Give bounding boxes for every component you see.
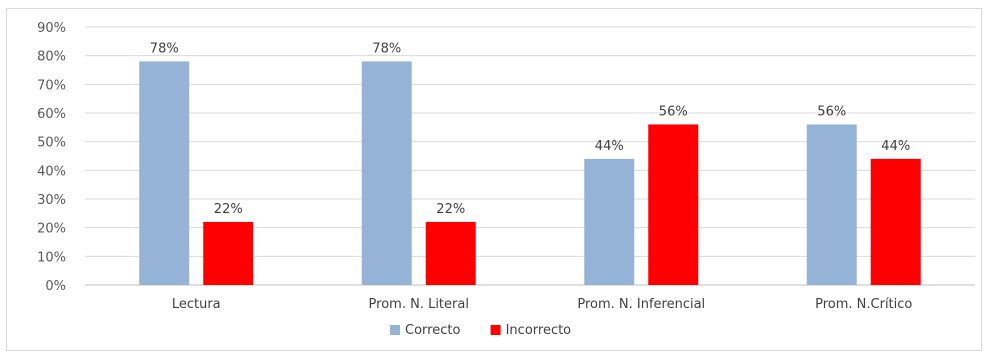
bar-correcto xyxy=(584,158,635,285)
bar-incorrecto xyxy=(203,221,254,285)
category-label: Prom. N. Inferencial xyxy=(577,297,705,312)
y-tick-label: 10% xyxy=(37,250,66,265)
bars xyxy=(139,61,921,286)
category-label: Lectura xyxy=(172,297,221,312)
y-tick-label: 90% xyxy=(37,21,66,36)
data-label: 56% xyxy=(817,104,846,119)
legend-label-correcto: Correcto xyxy=(405,323,460,338)
data-label: 78% xyxy=(150,41,179,56)
bar-incorrecto xyxy=(425,221,476,285)
legend: Correcto Incorrecto xyxy=(390,323,571,338)
data-label: 44% xyxy=(595,139,624,154)
y-axis-ticks: 0% 10% 20% 30% 40% 50% 60% 70% 80% 90% xyxy=(37,21,66,294)
legend-label-incorrecto: Incorrecto xyxy=(506,323,572,338)
y-tick-label: 70% xyxy=(37,78,66,93)
bar-correcto xyxy=(361,61,412,286)
bar-correcto xyxy=(139,61,190,286)
y-tick-label: 80% xyxy=(37,50,66,65)
category-label: Prom. N. Literal xyxy=(369,297,469,312)
data-label: 78% xyxy=(372,41,401,56)
bar-incorrecto xyxy=(648,124,699,285)
legend-swatch-incorrecto xyxy=(490,325,501,335)
y-tick-label: 0% xyxy=(45,279,66,294)
y-tick-label: 40% xyxy=(37,164,66,179)
y-tick-label: 50% xyxy=(37,136,66,151)
data-labels: 78% 22% 78% 22% 44% 56% 56% 44% xyxy=(150,41,910,217)
y-tick-label: 20% xyxy=(37,222,66,237)
data-label: 22% xyxy=(214,202,243,217)
data-label: 22% xyxy=(436,202,465,217)
category-label: Prom. N.Crítico xyxy=(815,297,912,312)
category-labels: Lectura Prom. N. Literal Prom. N. Inferenc… xyxy=(172,297,913,312)
data-label: 56% xyxy=(659,104,688,119)
bar-correcto xyxy=(806,124,857,285)
data-label: 44% xyxy=(881,139,910,154)
bar-incorrecto xyxy=(870,158,921,285)
y-tick-label: 30% xyxy=(37,193,66,208)
y-tick-label: 60% xyxy=(37,107,66,122)
legend-swatch-correcto xyxy=(390,325,400,335)
